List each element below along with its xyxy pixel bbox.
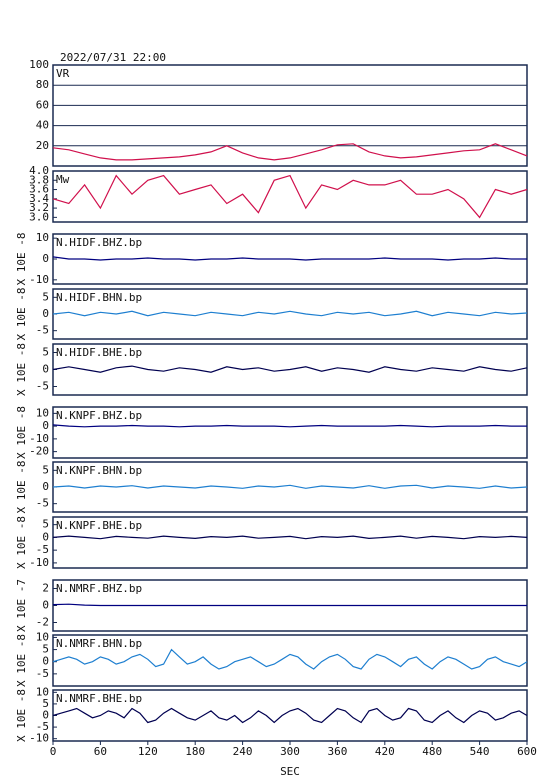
- y-tick-label: 0: [42, 480, 49, 493]
- y-tick-label: 0: [42, 419, 49, 432]
- y-tick-label: 5: [42, 697, 49, 710]
- y-tick-label: 5: [42, 518, 49, 531]
- panel-label: N.NMRF.BHN.bp: [56, 637, 142, 650]
- data-line: [52, 484, 528, 489]
- data-line: [52, 603, 527, 607]
- y-tick-label: -5: [36, 543, 49, 556]
- x-tick-label: 540: [470, 745, 490, 758]
- y-tick-label: -10: [29, 432, 49, 445]
- panel-frame: [52, 406, 528, 459]
- y-axis-label: X 10E -8: [15, 343, 28, 396]
- panel-label: N.NMRF.BHE.bp: [56, 692, 142, 705]
- panel-label: N.KNPF.BHN.bp: [56, 464, 142, 477]
- x-tick-label: 60: [94, 745, 107, 758]
- y-tick-label: 0: [42, 599, 49, 612]
- x-tick-label: 480: [422, 745, 442, 758]
- y-tick-label: 5: [42, 290, 49, 303]
- data-line: [52, 256, 527, 261]
- y-tick-label: 3.8: [29, 173, 49, 186]
- y-tick-label: 10: [36, 630, 49, 643]
- y-tick-label: 3.6: [29, 183, 49, 196]
- panel-frame: [52, 64, 528, 167]
- y-tick-label: -20: [29, 445, 49, 458]
- panel-label: N.NMRF.BHZ.bp: [56, 582, 142, 595]
- y-tick-label: -5: [36, 720, 49, 733]
- y-tick-label: 0: [42, 530, 49, 543]
- y-tick-label: 80: [36, 78, 49, 91]
- x-tick-label: 300: [280, 745, 300, 758]
- y-tick-label: 2: [42, 582, 49, 595]
- y-tick-label: -5: [36, 380, 49, 393]
- panel-label: N.HIDF.BHZ.bp: [56, 236, 142, 249]
- x-tick-label: 240: [233, 745, 253, 758]
- y-axis-label: X 10E -7: [15, 579, 28, 632]
- y-tick-label: 20: [36, 139, 49, 152]
- y-axis-label: X 10E -8: [15, 288, 28, 341]
- x-tick-label: 0: [50, 745, 57, 758]
- data-line: [52, 143, 528, 161]
- y-axis-label: X 10E -8: [15, 634, 28, 687]
- y-tick-label: 40: [36, 119, 49, 132]
- y-tick-label: -10: [29, 556, 49, 569]
- x-tick-label: 180: [185, 745, 205, 758]
- x-tick-label: 120: [138, 745, 158, 758]
- y-tick-label: -2: [36, 616, 49, 629]
- y-tick-label: 0: [42, 307, 49, 320]
- y-tick-label: 5: [42, 346, 49, 359]
- y-tick-label: -5: [36, 497, 49, 510]
- x-tick-label: 360: [327, 745, 347, 758]
- data-line: [52, 365, 528, 373]
- panel-label: N.HIDF.BHE.bp: [56, 346, 142, 359]
- panel-label: VR: [56, 67, 70, 80]
- panel-label: N.HIDF.BHN.bp: [56, 291, 142, 304]
- x-tick-label: 600: [517, 745, 537, 758]
- x-tick-label: 420: [375, 745, 395, 758]
- panel-label: N.KNPF.BHZ.bp: [56, 409, 142, 422]
- y-tick-label: 3.2: [29, 201, 49, 214]
- chart-title: 2022/07/31 22:00: [60, 51, 166, 64]
- y-tick-label: 10: [36, 231, 49, 244]
- y-tick-label: 0: [42, 709, 49, 722]
- panel-frame: [52, 516, 528, 569]
- y-tick-label: 10: [36, 406, 49, 419]
- data-line: [52, 707, 528, 724]
- y-axis-label: X 10E -8: [15, 233, 28, 286]
- data-line: [52, 535, 528, 540]
- data-line: [52, 424, 527, 428]
- y-tick-label: 0: [42, 252, 49, 265]
- y-tick-label: 60: [36, 98, 49, 111]
- data-line: [52, 648, 528, 670]
- panel-frame: [52, 170, 528, 223]
- data-line: [52, 174, 528, 219]
- y-tick-label: -10: [29, 732, 49, 745]
- y-tick-label: 5: [42, 463, 49, 476]
- y-axis-label: X 10E -8: [15, 461, 28, 514]
- y-tick-label: 3.4: [29, 192, 49, 205]
- y-tick-label: 5: [42, 643, 49, 656]
- y-tick-label: -5: [36, 324, 49, 337]
- y-tick-label: 0: [42, 655, 49, 668]
- y-tick-label: -10: [29, 273, 49, 286]
- panel-frame: [52, 634, 528, 687]
- y-axis-label: X 10E -8: [15, 689, 28, 742]
- y-axis-label: X 10E -8: [15, 516, 28, 569]
- y-axis-label: X 10E -8: [15, 406, 28, 459]
- panel-label: Mw: [56, 173, 70, 186]
- panel-label: N.KNPF.BHE.bp: [56, 519, 142, 532]
- x-axis-label: SEC: [280, 765, 300, 778]
- y-tick-label: 100: [29, 58, 49, 71]
- y-tick-label: 0: [42, 363, 49, 376]
- y-tick-label: 3.0: [29, 210, 49, 223]
- y-tick-label: -5: [36, 667, 49, 680]
- y-tick-label: 4.0: [29, 164, 49, 177]
- y-tick-label: 10: [36, 685, 49, 698]
- data-line: [52, 310, 528, 317]
